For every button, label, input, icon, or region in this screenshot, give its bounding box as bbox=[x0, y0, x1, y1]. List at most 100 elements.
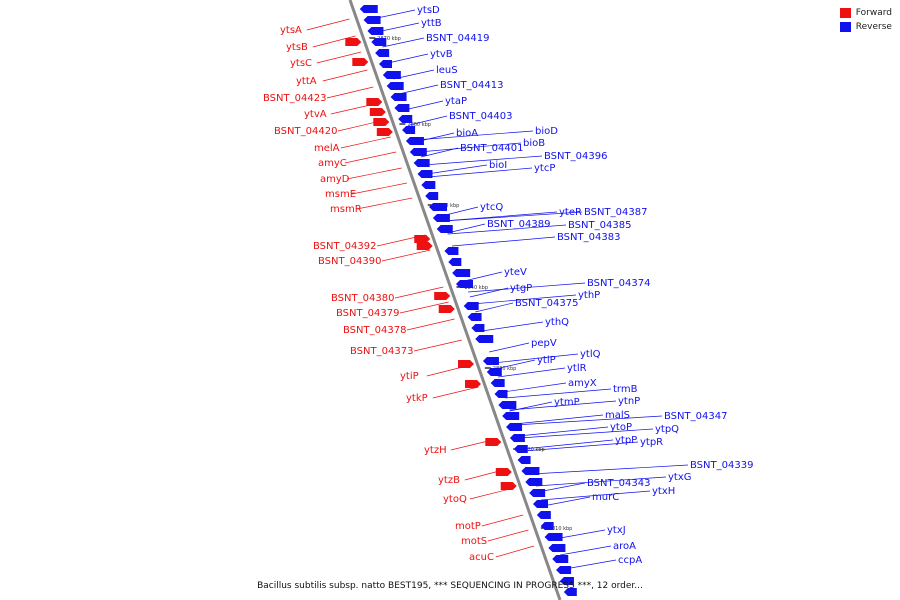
leader-ytsa bbox=[306, 18, 350, 31]
gene-label-ytsb: ytsB bbox=[286, 42, 308, 53]
gene-label-ytva: ytvA bbox=[304, 109, 327, 120]
leader-ytlq bbox=[492, 353, 579, 364]
gene-label-bsnt-04374: BSNT_04374 bbox=[587, 278, 650, 289]
reverse-gene-arrow bbox=[548, 544, 566, 552]
leader-ccpa bbox=[564, 559, 617, 570]
gene-label-bsnt-04378: BSNT_04378 bbox=[343, 325, 406, 336]
gene-label-ytcq: ytcQ bbox=[480, 202, 503, 213]
leader-ytev bbox=[464, 271, 503, 282]
leader-aroa bbox=[560, 545, 612, 556]
gene-label-ccpa: ccpA bbox=[618, 555, 642, 566]
reverse-gene-arrow bbox=[502, 412, 520, 420]
leader-ythp bbox=[472, 294, 577, 305]
gene-label-amyc: amyC bbox=[318, 158, 347, 169]
forward-gene-arrow bbox=[369, 108, 386, 116]
gene-label-ytap: ytaP bbox=[445, 96, 467, 107]
gene-label-pepv: pepV bbox=[531, 338, 557, 349]
gene-label-ytev: yteV bbox=[504, 267, 527, 278]
gene-label-motp: motP bbox=[455, 521, 481, 532]
gene-label-bsnt-04375: BSNT_04375 bbox=[515, 298, 578, 309]
reverse-gene-arrow bbox=[405, 137, 424, 145]
legend-item-reverse: Reverse bbox=[839, 22, 892, 32]
gene-label-bsnt-04339: BSNT_04339 bbox=[690, 460, 753, 471]
leader-pepv bbox=[489, 342, 530, 353]
leader-leus bbox=[393, 69, 435, 80]
gene-label-ytpq: ytpQ bbox=[655, 424, 679, 435]
reverse-gene-arrow bbox=[367, 27, 384, 35]
leader-bsnt-04385 bbox=[447, 224, 567, 235]
scale-tick-label: 2850 kbp bbox=[436, 203, 460, 209]
gene-label-aroa: aroA bbox=[613, 541, 636, 552]
gene-label-ytsd: ytsD bbox=[417, 5, 440, 16]
reverse-gene-arrow bbox=[529, 489, 546, 497]
leader-ytta bbox=[322, 69, 368, 82]
reverse-gene-arrow bbox=[467, 313, 482, 321]
leader-acuc bbox=[495, 545, 535, 558]
gene-label-ytkp: ytkP bbox=[406, 393, 428, 404]
gene-label-ytvb: ytvB bbox=[430, 49, 453, 60]
forward-gene-arrow bbox=[376, 128, 393, 136]
leader-msme bbox=[351, 182, 408, 195]
reverse-gene-arrow bbox=[486, 368, 502, 376]
leader-bsnt-04378 bbox=[406, 318, 455, 331]
reverse-gene-arrow bbox=[498, 401, 517, 409]
gene-label-ytmp: ytmP bbox=[554, 397, 580, 408]
reverse-gene-arrow bbox=[544, 533, 563, 541]
gene-label-ytlq: ytlQ bbox=[580, 349, 601, 360]
reverse-gene-arrow bbox=[471, 324, 485, 332]
leader-ytcq bbox=[441, 206, 479, 217]
leader-bsnt-04413 bbox=[398, 84, 439, 95]
leader-yttb bbox=[377, 22, 420, 33]
reverse-gene-arrow bbox=[475, 335, 494, 343]
gene-label-bsnt-04383: BSNT_04383 bbox=[557, 232, 620, 243]
forward-swatch bbox=[839, 8, 851, 18]
leader-bsnt-04373 bbox=[413, 339, 462, 352]
leader-bioa bbox=[415, 132, 455, 143]
gene-label-biob: bioB bbox=[523, 138, 545, 149]
forward-gene-arrow bbox=[345, 38, 362, 46]
gene-label-ytxj: ytxJ bbox=[607, 525, 626, 536]
forward-gene-arrow bbox=[458, 360, 474, 368]
leader-amyx bbox=[503, 382, 567, 393]
gene-label-ytgp: ytgP bbox=[510, 283, 532, 294]
gene-label-bsnt-04387: BSNT_04387 bbox=[584, 207, 647, 218]
gene-label-bsnt-04380: BSNT_04380 bbox=[331, 293, 394, 304]
gene-label-amyx: amyX bbox=[568, 378, 597, 389]
gene-label-bsnt-04423: BSNT_04423 bbox=[263, 93, 326, 104]
leader-bsnt-04374 bbox=[468, 282, 586, 293]
reverse-gene-arrow bbox=[386, 82, 404, 90]
leader-bsnt-04380 bbox=[394, 286, 444, 299]
scale-tick-label: 2830 kbp bbox=[493, 366, 517, 372]
forward-gene-arrow bbox=[465, 380, 481, 388]
leader-ytsb bbox=[312, 35, 356, 48]
gene-label-mela: melA bbox=[314, 143, 340, 154]
leader-ytvb bbox=[387, 53, 429, 64]
reverse-gene-arrow bbox=[429, 203, 448, 211]
reverse-gene-arrow bbox=[452, 269, 471, 277]
leader-motp bbox=[481, 514, 524, 527]
leader-ytap bbox=[404, 100, 444, 111]
gene-label-ytta: yttA bbox=[296, 76, 317, 87]
reverse-gene-arrow bbox=[359, 5, 378, 13]
reverse-gene-arrow bbox=[552, 555, 569, 563]
leader-ytva bbox=[330, 102, 380, 115]
gene-label-bioi: bioI bbox=[489, 160, 507, 171]
legend-label-forward: Forward bbox=[855, 8, 892, 18]
leader-biod bbox=[414, 130, 534, 141]
leader-bsnt-04343 bbox=[538, 482, 586, 493]
reverse-gene-arrow bbox=[533, 500, 548, 508]
reverse-gene-arrow bbox=[425, 192, 439, 200]
leader-ytkp bbox=[432, 386, 479, 399]
reverse-gene-arrow bbox=[390, 93, 407, 101]
reverse-gene-arrow bbox=[398, 115, 413, 123]
gene-label-bsnt-04373: BSNT_04373 bbox=[350, 346, 413, 357]
leader-bsnt-04396 bbox=[423, 155, 543, 166]
gene-label-ytxh: ytxH bbox=[652, 486, 675, 497]
gene-label-ytoq: ytoQ bbox=[443, 494, 467, 505]
gene-label-bsnt-04390: BSNT_04390 bbox=[318, 256, 381, 267]
leader-bsnt-04392 bbox=[376, 234, 426, 247]
leader-amyd bbox=[346, 167, 402, 180]
leader-ytoq bbox=[469, 487, 514, 500]
leader-ytxj bbox=[554, 529, 606, 540]
leader-ytpp bbox=[523, 439, 614, 450]
